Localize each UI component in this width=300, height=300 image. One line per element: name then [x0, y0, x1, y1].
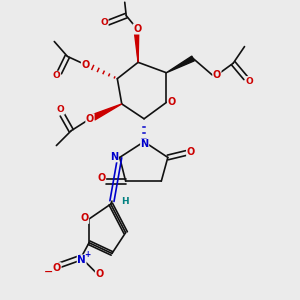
Text: O: O — [52, 71, 60, 80]
Text: O: O — [53, 263, 61, 273]
Polygon shape — [92, 104, 122, 120]
Text: O: O — [86, 114, 94, 124]
Polygon shape — [134, 33, 139, 62]
Text: +: + — [85, 250, 91, 259]
Text: O: O — [245, 76, 253, 85]
Text: O: O — [81, 60, 90, 70]
Text: O: O — [100, 18, 108, 27]
Text: N: N — [77, 255, 86, 265]
Text: H: H — [121, 197, 128, 206]
Text: O: O — [98, 172, 106, 183]
Text: O: O — [57, 105, 65, 114]
Text: N: N — [141, 139, 149, 149]
Text: O: O — [213, 70, 221, 80]
Text: O: O — [95, 269, 104, 279]
Text: O: O — [168, 98, 176, 107]
Text: O: O — [80, 213, 89, 224]
Text: O: O — [187, 147, 195, 158]
Polygon shape — [166, 56, 194, 73]
Text: O: O — [133, 24, 141, 34]
Text: −: − — [44, 267, 54, 277]
Text: N: N — [110, 152, 118, 162]
